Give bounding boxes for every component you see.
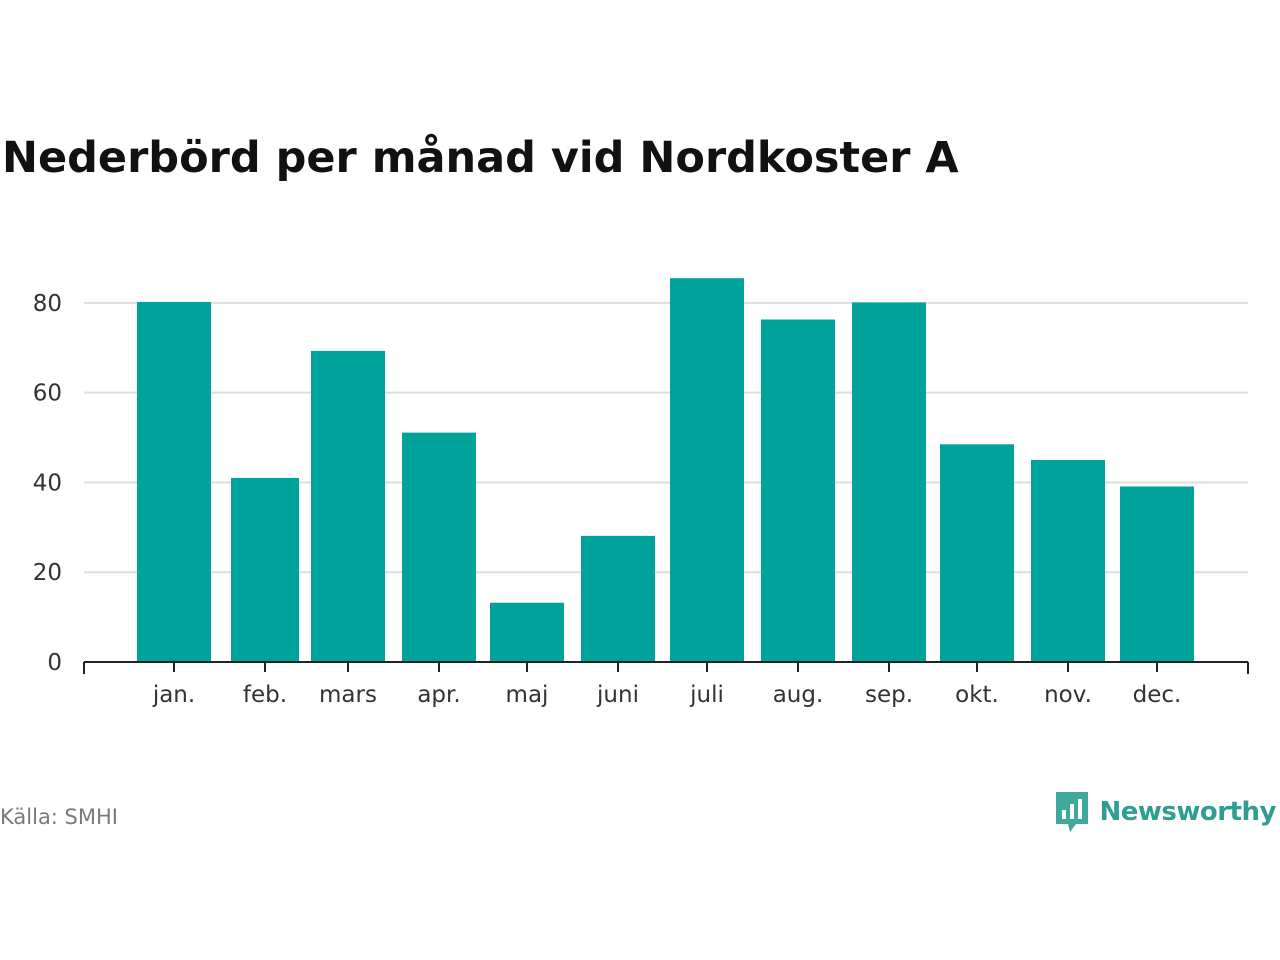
bar (940, 444, 1014, 662)
y-tick-label: 0 (47, 650, 62, 676)
bar (761, 319, 835, 662)
x-tick-label: dec. (1133, 682, 1182, 708)
y-tick-label: 40 (33, 470, 62, 496)
x-tick-label: maj (506, 682, 549, 708)
bars (137, 278, 1194, 662)
bar (852, 302, 926, 662)
bar (1120, 486, 1194, 662)
x-tick-label: jan. (152, 682, 195, 708)
bar (402, 432, 476, 662)
bar (137, 301, 211, 662)
bar (581, 535, 655, 662)
y-tick-label: 20 (33, 560, 62, 586)
newsworthy-logo-icon (1055, 792, 1088, 832)
x-tick-label: aug. (773, 682, 824, 708)
x-tick-label: nov. (1044, 682, 1092, 708)
x-tick-label: sep. (865, 682, 913, 708)
source-note: Källa: SMHI (0, 805, 118, 829)
y-tick-label: 80 (33, 291, 62, 317)
chart-title: Nederbörd per månad vid Nordkoster A (2, 133, 959, 183)
x-tick-label: mars (319, 682, 377, 708)
x-tick-label: feb. (243, 682, 287, 708)
bar (231, 477, 299, 662)
x-tick-label: juli (689, 682, 724, 708)
y-tick-label: 60 (33, 381, 62, 407)
bar (311, 350, 385, 662)
x-tick-label: okt. (955, 682, 999, 708)
x-tick-label: apr. (417, 682, 460, 708)
bar (1031, 460, 1105, 662)
brand-name: Newsworthy (1099, 797, 1277, 827)
tick-labels: 0 20 40 60 80 jan. feb. mars apr. maj juni juli aug.… (33, 291, 1182, 708)
bar (670, 278, 744, 662)
brand-logo: Newsworthy (1054, 790, 1277, 834)
x-tick-label: juni (596, 682, 639, 708)
axes (83, 661, 1249, 674)
bar (490, 602, 564, 662)
